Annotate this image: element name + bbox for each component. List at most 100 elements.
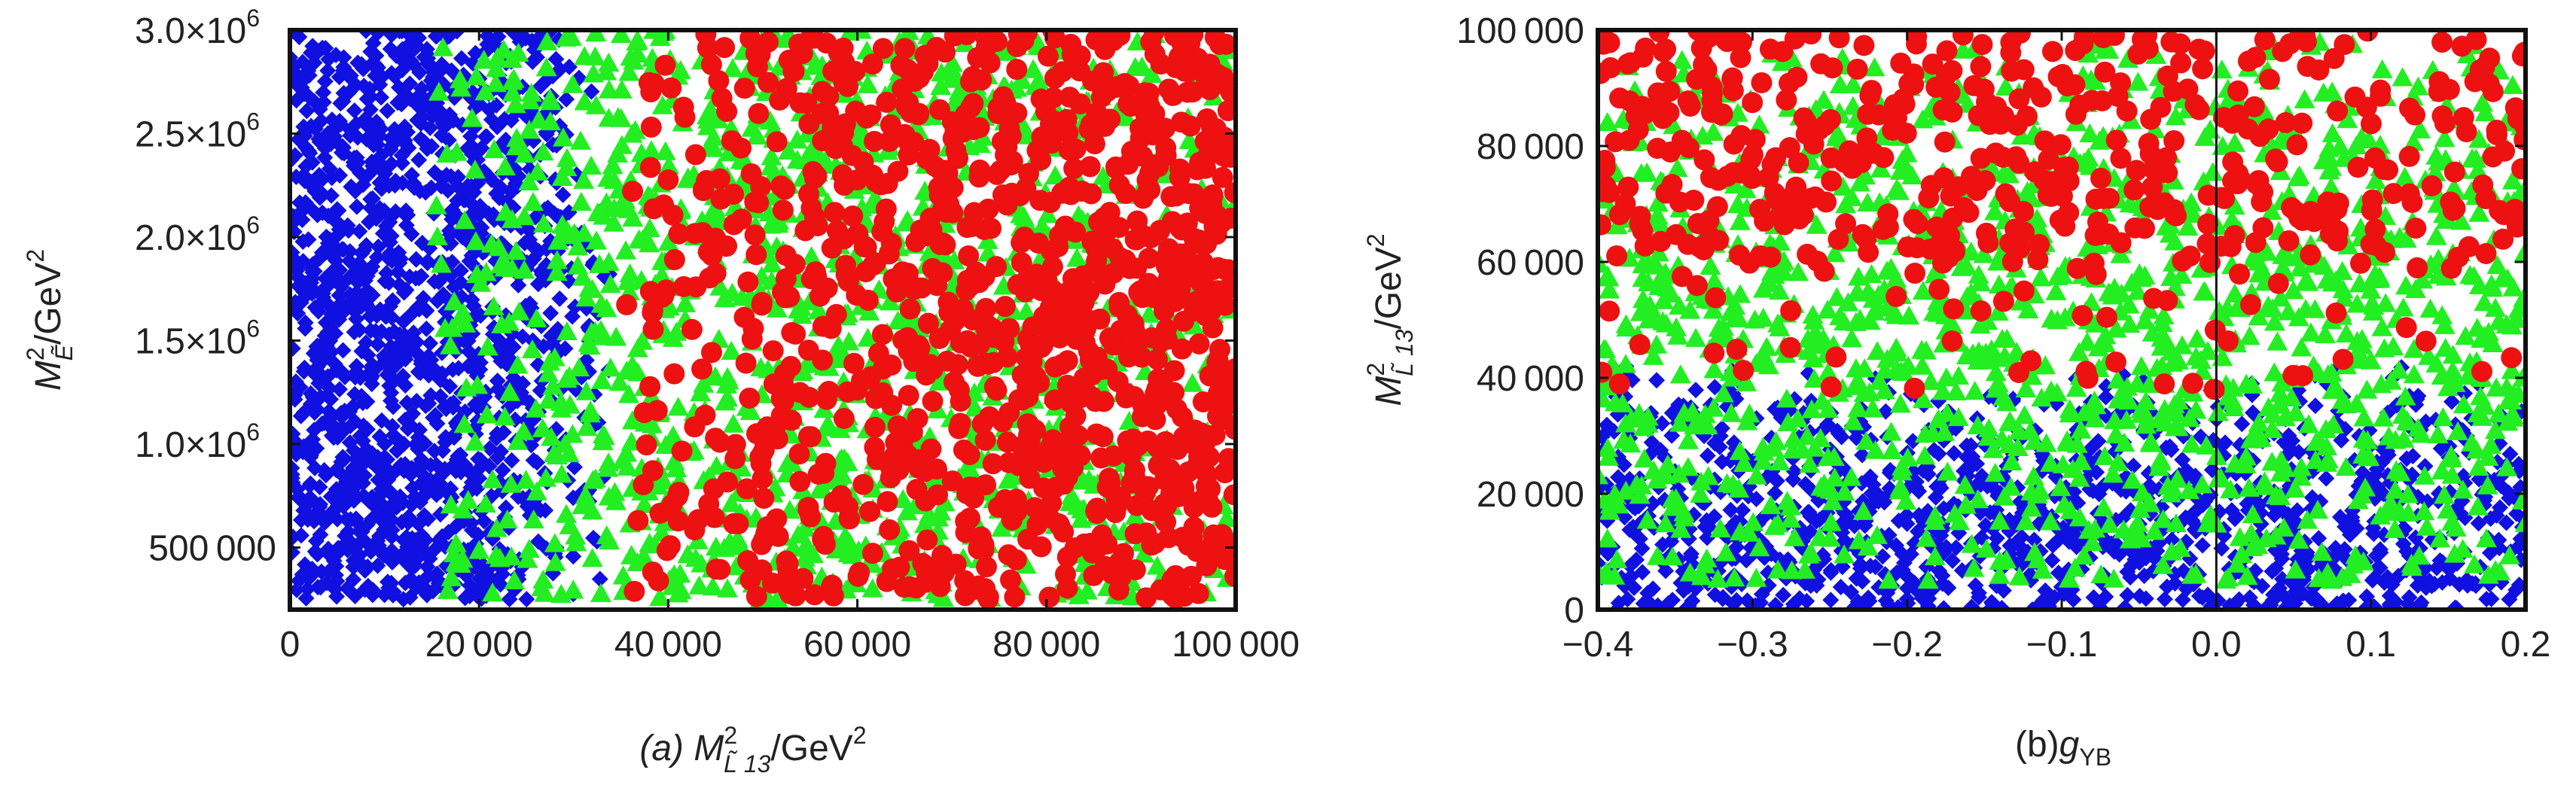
data-point-diamond [2131, 588, 2148, 605]
data-point-circle [1105, 158, 1127, 180]
data-point-circle [744, 224, 766, 246]
data-point-diamond [2135, 567, 2153, 585]
data-point-circle [961, 216, 983, 238]
data-point-circle [633, 474, 654, 496]
data-point-diamond [2044, 537, 2062, 554]
data-point-circle [779, 583, 801, 604]
data-point-triangle [651, 265, 673, 284]
data-point-circle [1029, 190, 1051, 211]
data-point-circle [879, 519, 901, 540]
data-point-diamond [334, 408, 351, 425]
data-point-triangle [514, 260, 535, 279]
data-point-diamond [406, 179, 423, 196]
data-point-diamond [1648, 372, 1666, 389]
data-point-triangle [641, 140, 663, 160]
data-point-triangle [482, 582, 504, 602]
data-point-circle [1132, 394, 1154, 416]
data-point-diamond [339, 534, 356, 551]
data-point-diamond [529, 454, 546, 471]
data-point-triangle [430, 254, 452, 273]
data-point-triangle [725, 556, 747, 576]
x-tick-label: 0 [280, 625, 300, 665]
data-point-triangle [446, 141, 468, 161]
data-point-circle [1086, 423, 1108, 445]
data-point-diamond [489, 118, 506, 135]
data-point-diamond [2513, 403, 2526, 420]
data-point-triangle [461, 108, 483, 127]
data-point-circle [976, 556, 998, 578]
data-point-diamond [383, 30, 401, 44]
data-point-triangle [539, 88, 561, 108]
data-point-triangle [544, 552, 566, 571]
data-point-diamond [336, 145, 353, 162]
data-point-circle [996, 194, 1018, 216]
data-point-triangle [699, 367, 721, 386]
data-point-triangle [1001, 466, 1023, 485]
data-point-circle [745, 244, 767, 266]
data-point-diamond [407, 436, 424, 453]
data-point-circle [1011, 232, 1032, 254]
data-point-circle [642, 318, 664, 340]
data-point-circle [1164, 587, 1186, 609]
data-point-diamond [355, 487, 372, 504]
data-point-diamond [391, 326, 408, 343]
data-point-diamond [505, 30, 522, 41]
data-point-triangle [437, 580, 459, 599]
data-point-circle [1154, 493, 1175, 515]
data-point-circle [723, 513, 745, 534]
data-point-diamond [450, 360, 467, 377]
data-point-circle [864, 252, 886, 274]
data-point-triangle [768, 210, 790, 230]
panel-a: 0 20 000 40 000 60 000 80 000 100 000 500 000… [22, 5, 1300, 777]
data-point-triangle [562, 580, 584, 599]
data-point-diamond [370, 238, 387, 255]
data-point-triangle [464, 160, 486, 179]
data-point-circle [780, 355, 802, 377]
data-point-diamond [1775, 586, 1792, 604]
data-point-circle [797, 500, 819, 522]
data-point-circle [1224, 181, 1236, 203]
data-point-circle [1215, 33, 1236, 55]
data-point-diamond [583, 83, 600, 100]
data-point-diamond [1808, 513, 1825, 530]
data-point-triangle [483, 138, 505, 159]
data-point-diamond [302, 449, 319, 466]
data-point-diamond [293, 527, 310, 544]
data-point-triangle [556, 148, 578, 167]
data-point-diamond [456, 589, 474, 607]
data-point-triangle [956, 456, 978, 476]
data-point-triangle [948, 81, 970, 101]
data-point-diamond [474, 565, 492, 583]
data-point-triangle [474, 81, 496, 101]
data-point-diamond [2264, 563, 2281, 580]
data-point-triangle [669, 563, 691, 583]
data-point-diamond [418, 320, 435, 337]
data-point-circle [864, 130, 886, 152]
data-point-diamond [303, 281, 321, 298]
data-point-diamond [2055, 519, 2072, 537]
data-point-circle [1179, 32, 1201, 54]
data-point-diamond [401, 268, 419, 285]
data-point-diamond [430, 470, 447, 487]
data-point-diamond [437, 166, 455, 184]
data-point-diamond [295, 363, 312, 380]
data-point-diamond [524, 53, 541, 71]
data-point-circle [1194, 202, 1216, 224]
data-point-triangle [626, 30, 648, 50]
data-point-diamond [311, 133, 328, 151]
y-tick-label: 2.5×106 [135, 108, 260, 155]
data-point-diamond [345, 552, 362, 569]
data-point-circle [672, 96, 694, 118]
data-point-triangle [468, 540, 490, 559]
data-point-diamond [2245, 596, 2262, 610]
data-point-circle [1117, 257, 1139, 278]
data-point-diamond [2037, 582, 2054, 599]
data-point-circle [657, 169, 679, 191]
data-point-triangle [589, 254, 611, 273]
data-point-triangle [441, 567, 462, 586]
data-point-triangle [494, 156, 516, 176]
data-point-circle [785, 323, 806, 345]
data-point-circle [1155, 145, 1177, 166]
data-point-diamond [290, 466, 300, 483]
data-point-diamond [1619, 591, 1636, 608]
